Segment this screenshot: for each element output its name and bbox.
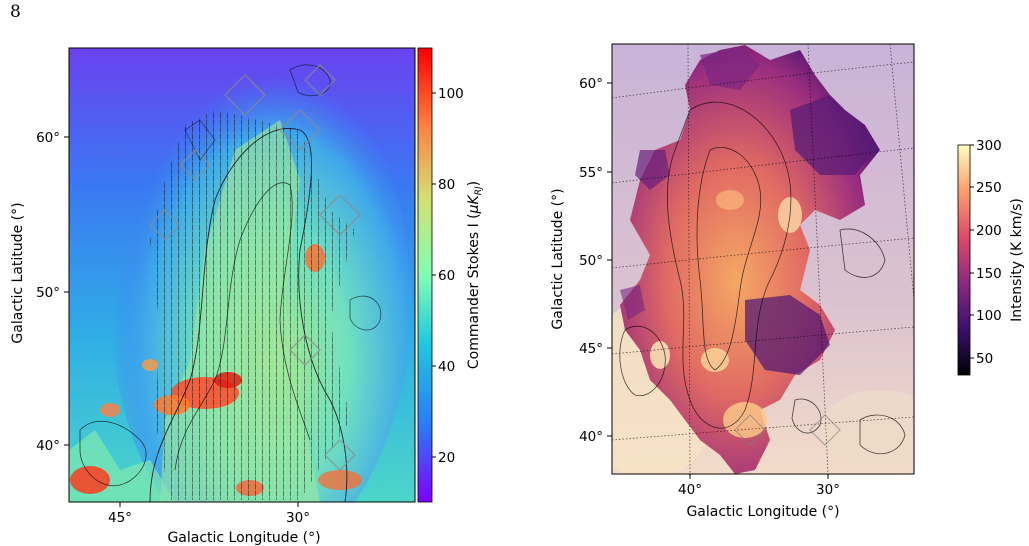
right-axis-ticks	[607, 82, 829, 479]
right-contours	[619, 101, 906, 454]
right-cbar-tick-200: 200	[976, 223, 1002, 239]
right-cbar-tick-250: 250	[976, 180, 1002, 196]
right-plot-frame	[611, 43, 915, 475]
right-y-tick-50: 50°	[579, 253, 603, 269]
right-dark-lobes	[620, 48, 875, 375]
left-cbar-tick-60: 60	[438, 268, 455, 284]
left-y-tick-60: 60°	[36, 130, 60, 146]
left-colorbar-label: Commander Stokes I (μKRJ)	[466, 181, 484, 369]
left-cbar-tick-80: 80	[438, 177, 455, 193]
left-y-tick-50: 50°	[36, 285, 60, 301]
left-y-axis-label: Galactic Latitude (°)	[10, 202, 26, 343]
right-map-panel: 40° 30° 60° 55° 50° 45° 40° Galactic Lon…	[550, 43, 1025, 520]
left-plot-frame	[68, 47, 416, 503]
right-colorbar-label: Intensity (K km/s)	[1009, 198, 1025, 322]
right-colorbar	[957, 144, 971, 376]
left-footprint-outline	[149, 64, 361, 471]
right-cbar-tick-100: 100	[976, 308, 1002, 324]
right-y-tick-60: 60°	[579, 76, 603, 92]
left-x-axis-label: Galactic Longitude (°)	[167, 530, 320, 546]
left-cbar-tick-40: 40	[438, 359, 455, 375]
right-y-axis-label: Galactic Latitude (°)	[550, 188, 566, 329]
left-x-tick-30: 30°	[286, 510, 310, 526]
right-cbar-tick-50: 50	[976, 351, 993, 367]
right-cbar-tick-300: 300	[976, 138, 1002, 154]
right-x-tick-40: 40°	[678, 482, 702, 498]
right-y-tick-55: 55°	[579, 165, 603, 181]
right-coordinate-grid	[612, 44, 914, 474]
left-axis-ticks	[64, 136, 299, 507]
left-map-panel: 45° 30° 60° 50° 40° Galactic Longitude (…	[10, 47, 484, 546]
left-colorbar	[417, 47, 433, 503]
left-y-tick-40: 40°	[36, 438, 60, 454]
left-cbar-tick-100: 100	[438, 86, 464, 102]
left-colorbar-ticks	[432, 92, 436, 458]
right-x-tick-30: 30°	[816, 482, 840, 498]
right-y-tick-40: 40°	[579, 429, 603, 445]
right-x-axis-label: Galactic Longitude (°)	[686, 504, 839, 520]
right-cbar-tick-150: 150	[976, 266, 1002, 282]
right-y-tick-45: 45°	[579, 341, 603, 357]
page-number: 8	[10, 2, 21, 22]
right-colorbar-ticks	[970, 144, 974, 359]
left-x-tick-45: 45°	[108, 510, 132, 526]
left-cbar-tick-20: 20	[438, 450, 455, 466]
left-polarization-vectors	[150, 110, 355, 500]
